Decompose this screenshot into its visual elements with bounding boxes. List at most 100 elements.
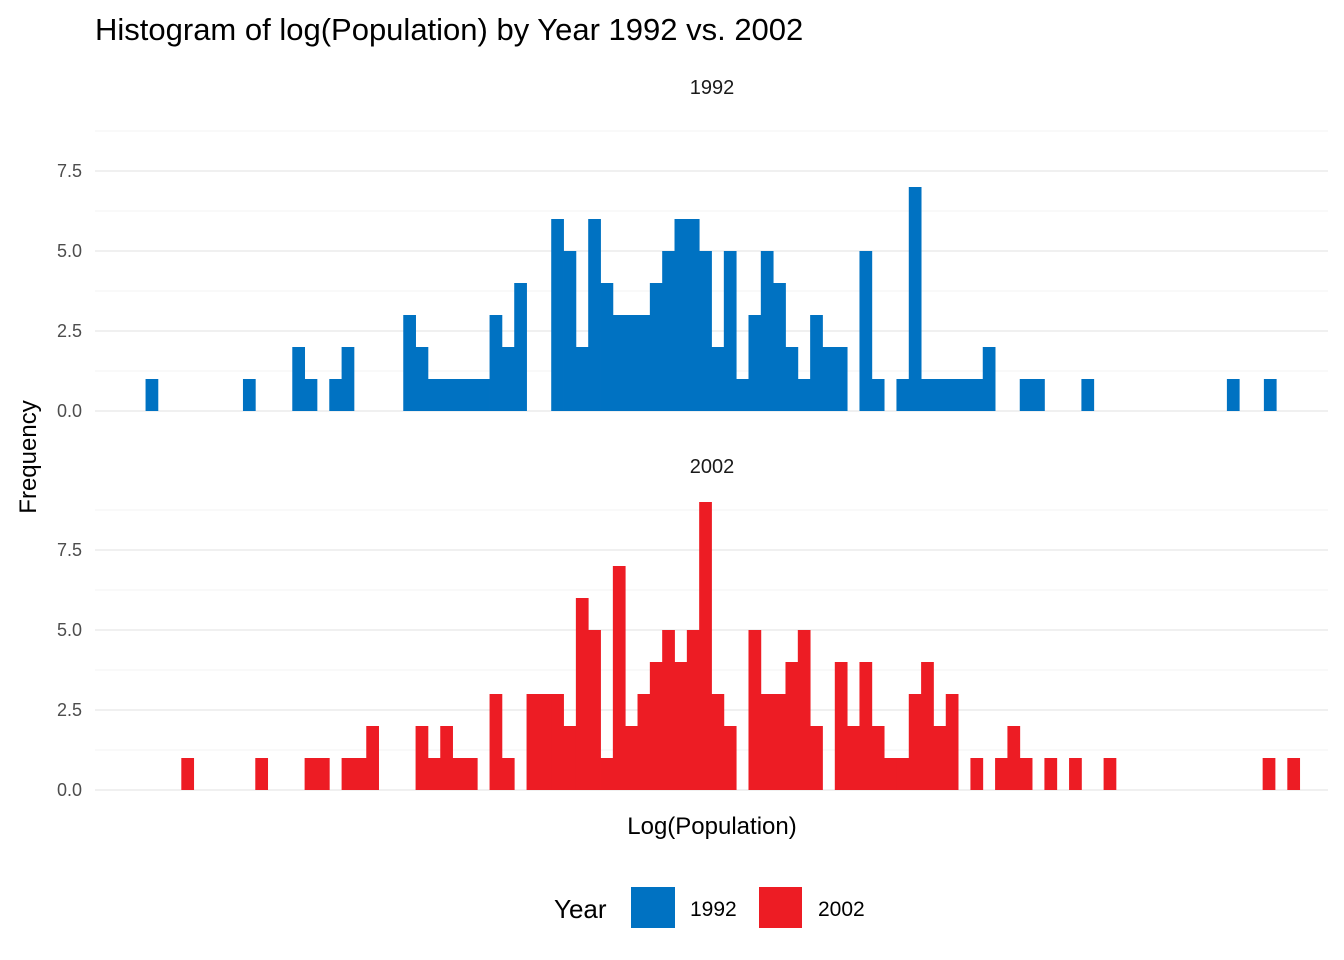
histogram-bars bbox=[181, 502, 1301, 790]
histogram-bar bbox=[551, 219, 564, 411]
histogram-bar bbox=[970, 758, 984, 790]
histogram-bar bbox=[575, 347, 589, 411]
legend-swatch-1992 bbox=[631, 887, 675, 928]
histogram-bar bbox=[1007, 726, 1021, 790]
histogram-bar bbox=[908, 694, 922, 790]
histogram-bar bbox=[588, 630, 601, 790]
histogram-bar bbox=[785, 347, 799, 411]
histogram-bar bbox=[797, 379, 811, 411]
histogram-bar bbox=[674, 219, 688, 411]
histogram-bar bbox=[563, 251, 577, 411]
histogram-bars bbox=[145, 187, 1277, 411]
histogram-bar bbox=[464, 758, 478, 790]
histogram-bar bbox=[181, 758, 195, 790]
histogram-bar bbox=[748, 315, 762, 411]
histogram-bar bbox=[773, 283, 786, 411]
histogram-bar bbox=[736, 379, 749, 411]
histogram-bar bbox=[1287, 758, 1301, 790]
y-tick-label: 2.5 bbox=[57, 321, 82, 341]
histogram-bar bbox=[970, 379, 984, 411]
histogram-bar bbox=[304, 379, 318, 411]
histogram-bar bbox=[785, 662, 799, 790]
histogram-bar bbox=[1019, 758, 1033, 790]
histogram-bar bbox=[1103, 758, 1117, 790]
panel-1992: 1992 0.0 2.5 5.0 7.5 bbox=[57, 77, 1328, 421]
histogram-bar bbox=[477, 379, 490, 411]
histogram-bar bbox=[612, 315, 626, 411]
histogram-bar bbox=[871, 379, 885, 411]
histogram-bar bbox=[945, 694, 959, 790]
histogram-bar bbox=[822, 347, 836, 411]
histogram-bar bbox=[575, 598, 589, 790]
histogram-bar bbox=[316, 758, 330, 790]
histogram-bar bbox=[711, 694, 725, 790]
y-tick-label: 7.5 bbox=[57, 540, 82, 560]
histogram-bar bbox=[1081, 379, 1095, 411]
histogram-bar bbox=[612, 566, 626, 790]
histogram-bar bbox=[637, 315, 651, 411]
histogram-bar bbox=[834, 662, 848, 790]
histogram-bar bbox=[1263, 379, 1277, 411]
histogram-bar bbox=[415, 347, 429, 411]
histogram-bar bbox=[637, 694, 651, 790]
histogram-bar bbox=[699, 502, 712, 790]
histogram-bar bbox=[982, 347, 996, 411]
histogram-bar bbox=[625, 726, 638, 790]
histogram-bar bbox=[1262, 758, 1276, 790]
histogram-bar bbox=[600, 283, 614, 411]
histogram-bar bbox=[501, 758, 515, 790]
histogram-bar bbox=[674, 662, 688, 790]
histogram-bar bbox=[933, 379, 947, 411]
y-tick-label: 5.0 bbox=[57, 620, 82, 640]
histogram-bar bbox=[945, 379, 959, 411]
legend-label-1992: 1992 bbox=[690, 898, 737, 921]
histogram-bar bbox=[304, 758, 318, 790]
x-axis-title: Log(Population) bbox=[627, 813, 796, 840]
histogram-bar bbox=[723, 726, 737, 790]
histogram-bar bbox=[489, 694, 503, 790]
histogram-bar bbox=[662, 251, 675, 411]
histogram-bar bbox=[1032, 379, 1045, 411]
panel-strip-label: 1992 bbox=[690, 77, 735, 99]
histogram-bar bbox=[440, 379, 453, 411]
legend: Year 1992 2002 bbox=[554, 887, 865, 928]
y-tick-label: 2.5 bbox=[57, 700, 82, 720]
histogram-bar bbox=[859, 251, 873, 411]
y-tick-label: 5.0 bbox=[57, 241, 82, 261]
histogram-bar bbox=[329, 379, 342, 411]
histogram-bar bbox=[649, 662, 663, 790]
histogram-bar bbox=[452, 758, 466, 790]
histogram-bar bbox=[933, 726, 947, 790]
histogram-bar bbox=[489, 315, 503, 411]
histogram-bar bbox=[859, 662, 873, 790]
histogram-bar bbox=[871, 726, 885, 790]
histogram-bar bbox=[797, 630, 811, 790]
histogram-bar bbox=[600, 758, 614, 790]
histogram-bar bbox=[341, 758, 355, 790]
histogram-bar bbox=[995, 758, 1008, 790]
histogram-bar bbox=[834, 347, 848, 411]
histogram-bar bbox=[464, 379, 478, 411]
histogram-bar bbox=[427, 379, 441, 411]
y-axis-ticks: 0.0 2.5 5.0 7.5 bbox=[57, 161, 82, 421]
histogram-bar bbox=[501, 347, 515, 411]
histogram-bar bbox=[649, 283, 663, 411]
y-tick-label: 0.0 bbox=[57, 780, 82, 800]
histogram-bar bbox=[699, 251, 712, 411]
y-tick-label: 0.0 bbox=[57, 401, 82, 421]
y-tick-label: 7.5 bbox=[57, 161, 82, 181]
histogram-bar bbox=[884, 758, 897, 790]
y-axis-ticks: 0.0 2.5 5.0 7.5 bbox=[57, 540, 82, 800]
histogram-bar bbox=[711, 347, 725, 411]
histogram-bar bbox=[588, 219, 601, 411]
histogram-bar bbox=[760, 694, 774, 790]
histogram-bar bbox=[551, 694, 564, 790]
histogram-bar bbox=[526, 694, 540, 790]
histogram-bar bbox=[255, 758, 269, 790]
histogram-bar bbox=[908, 187, 922, 411]
histogram-bar bbox=[403, 315, 416, 411]
histogram-bar bbox=[662, 630, 675, 790]
histogram-bar bbox=[847, 726, 860, 790]
histogram-bar bbox=[440, 726, 453, 790]
